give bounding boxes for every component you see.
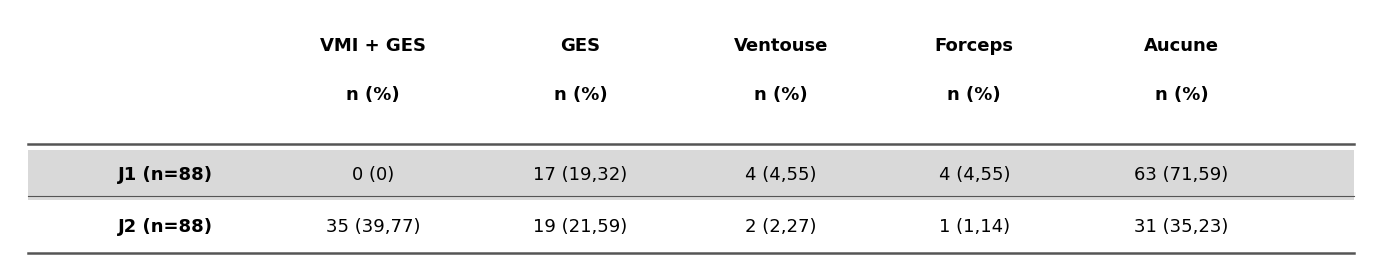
Text: 17 (19,32): 17 (19,32) (533, 166, 627, 184)
Text: 31 (35,23): 31 (35,23) (1135, 218, 1229, 236)
Text: Ventouse: Ventouse (734, 37, 828, 55)
Text: n (%): n (%) (1155, 86, 1208, 104)
Text: 2 (2,27): 2 (2,27) (745, 218, 817, 236)
Text: GES: GES (560, 37, 601, 55)
Text: 0 (0): 0 (0) (352, 166, 394, 184)
Text: VMI + GES: VMI + GES (321, 37, 426, 55)
Text: 4 (4,55): 4 (4,55) (745, 166, 817, 184)
Text: 35 (39,77): 35 (39,77) (326, 218, 420, 236)
Text: 1 (1,14): 1 (1,14) (938, 218, 1010, 236)
Text: 19 (21,59): 19 (21,59) (533, 218, 627, 236)
Text: n (%): n (%) (948, 86, 1001, 104)
Text: Forceps: Forceps (934, 37, 1014, 55)
Text: n (%): n (%) (554, 86, 607, 104)
Text: Aucune: Aucune (1144, 37, 1219, 55)
Text: 4 (4,55): 4 (4,55) (938, 166, 1010, 184)
Text: n (%): n (%) (347, 86, 399, 104)
Text: 63 (71,59): 63 (71,59) (1135, 166, 1229, 184)
Text: J2 (n=88): J2 (n=88) (117, 218, 213, 236)
Text: J1 (n=88): J1 (n=88) (117, 166, 213, 184)
FancyBboxPatch shape (28, 150, 1354, 200)
Text: n (%): n (%) (755, 86, 807, 104)
